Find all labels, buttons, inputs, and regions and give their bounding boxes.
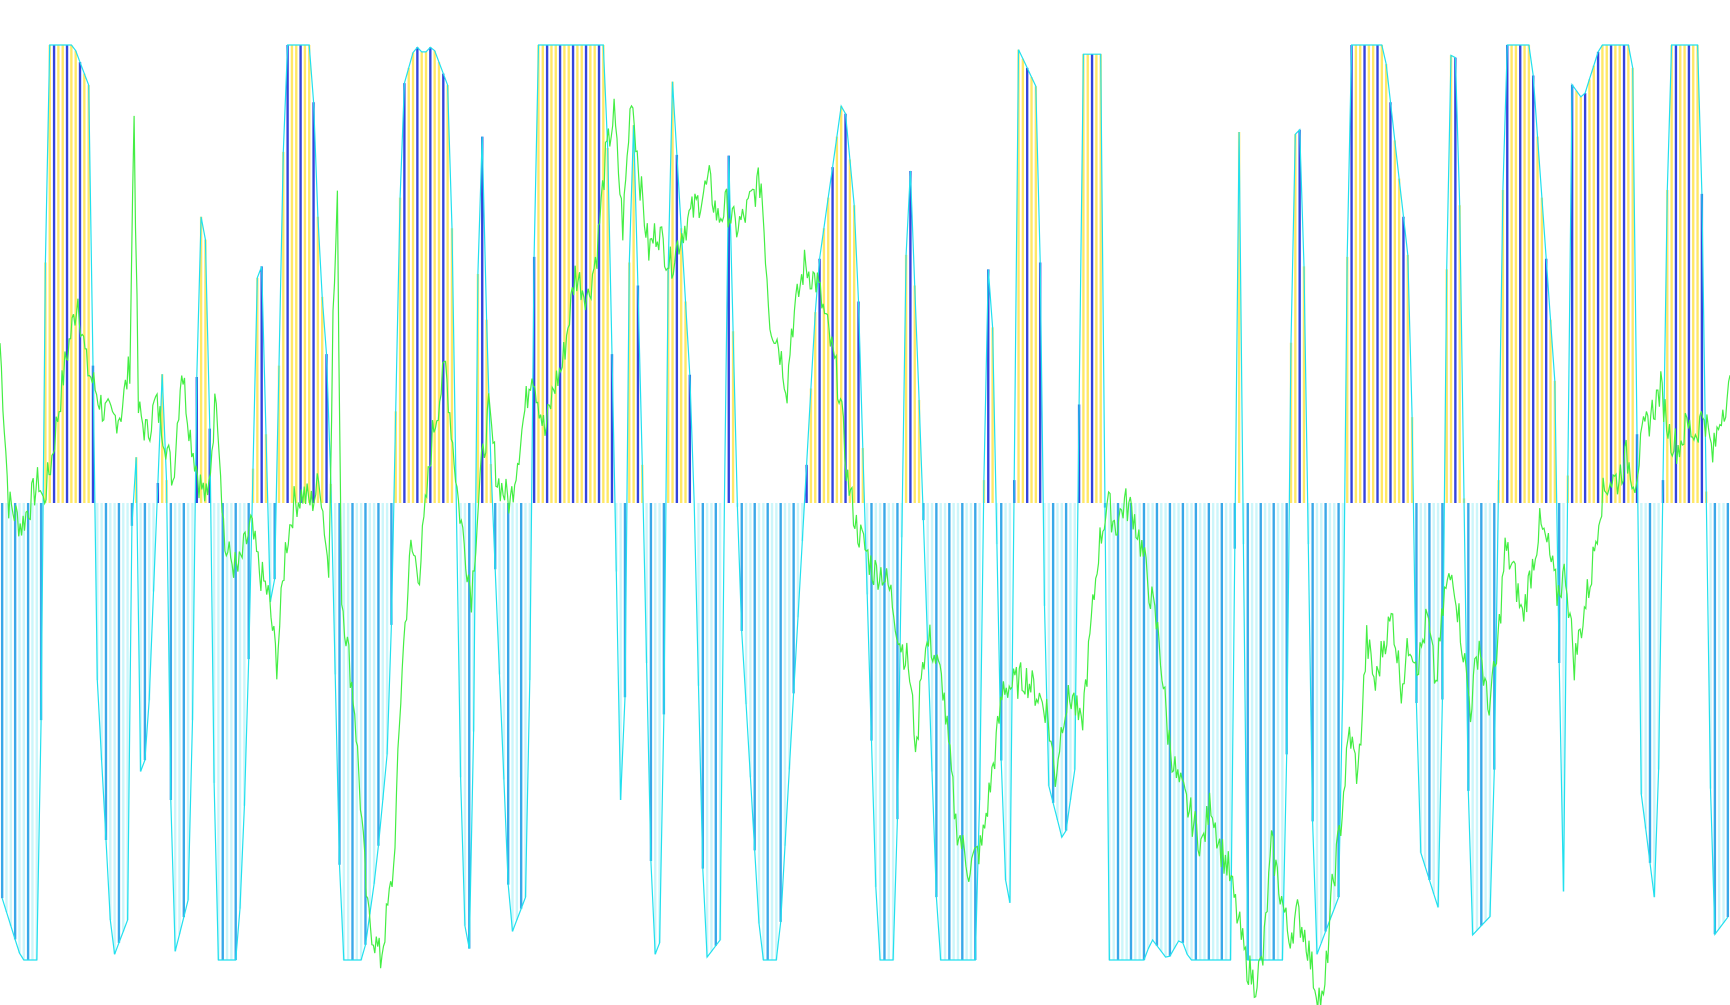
histogram-envelope-line: [1, 44, 1729, 961]
signal-line: [0, 98, 1730, 1005]
